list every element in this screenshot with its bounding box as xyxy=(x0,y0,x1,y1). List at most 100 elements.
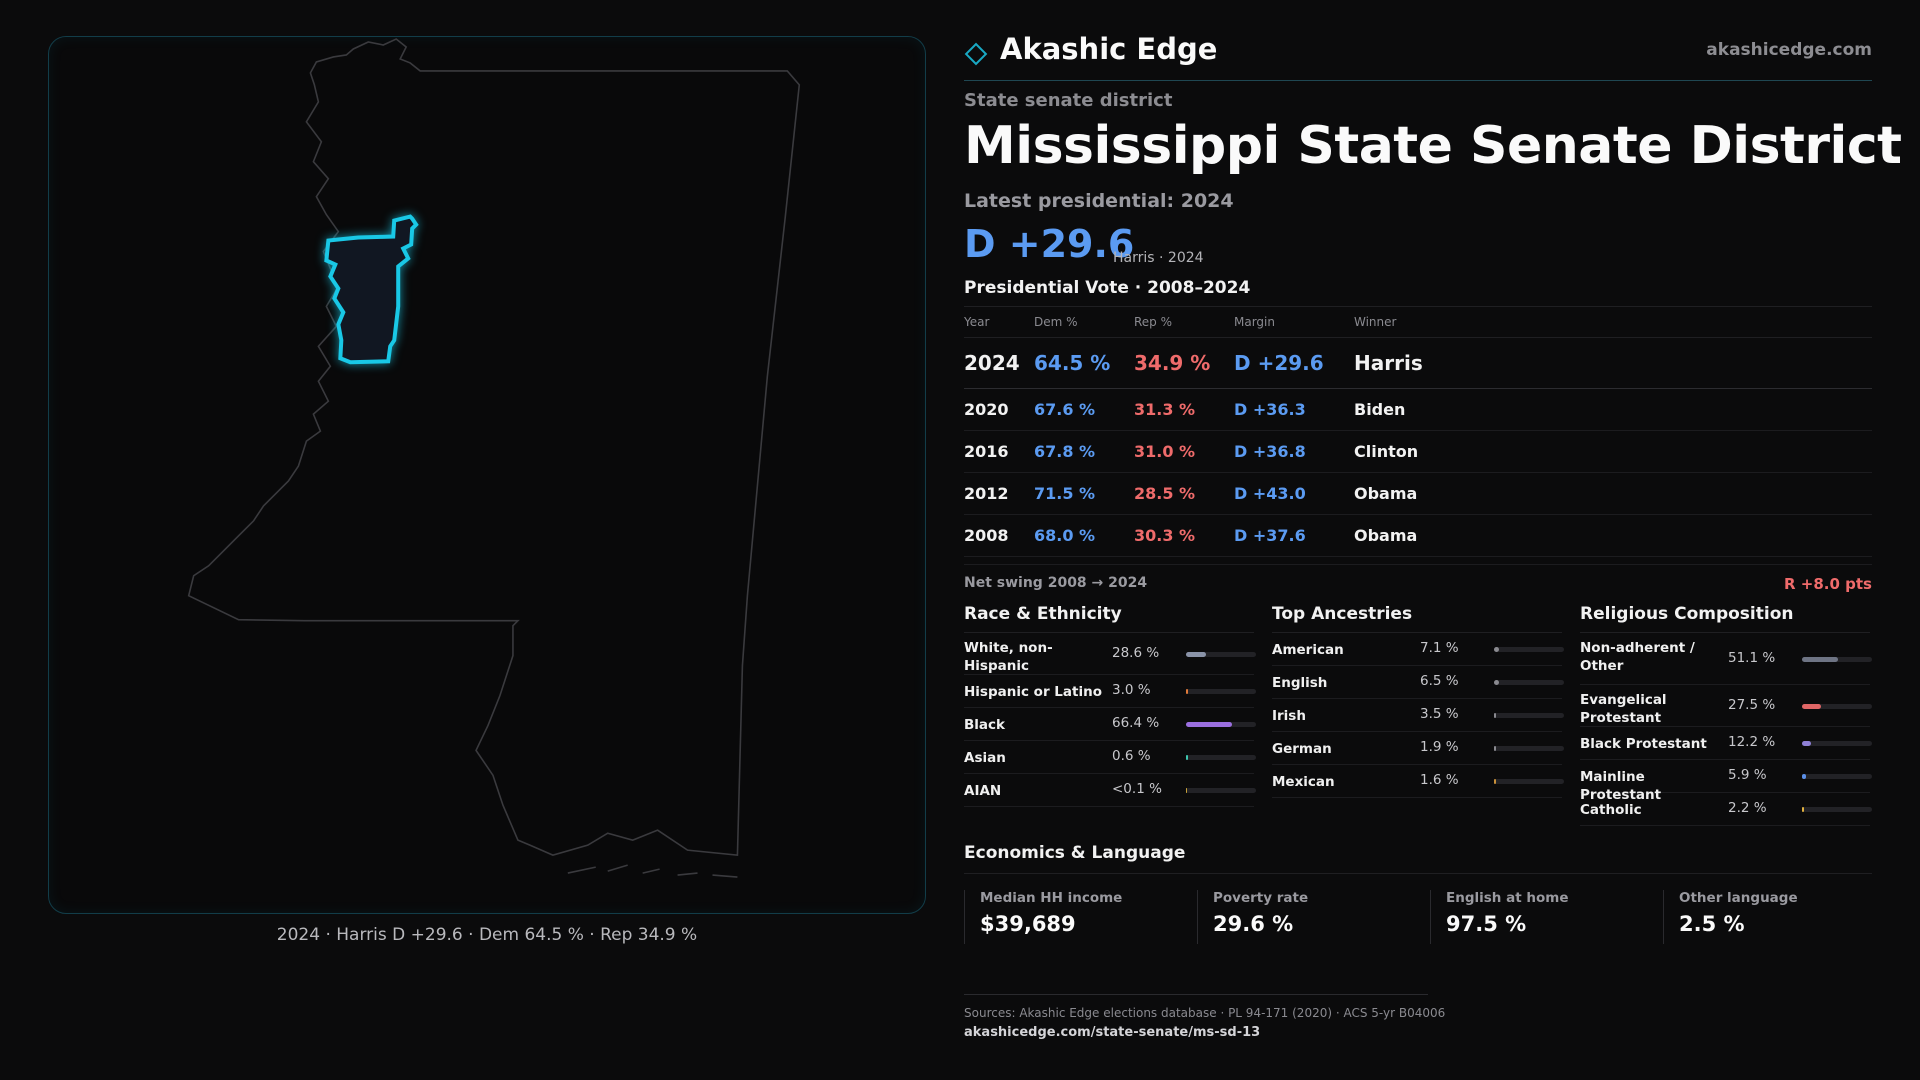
demographic-label: Black Protestant xyxy=(1580,736,1707,752)
race-ethnicity-title: Race & Ethnicity xyxy=(964,600,1254,633)
share-bar-track xyxy=(1802,741,1872,746)
latest-presidential-label: Latest presidential: 2024 xyxy=(964,190,1234,212)
share-bar-track xyxy=(1802,703,1872,709)
econ-card-label: Other language xyxy=(1679,890,1798,906)
share-bar-fill xyxy=(1186,689,1188,694)
religious-composition-list: Non-adherent / Other 51.1 % Evangelical Pr… xyxy=(1580,633,1872,826)
year-cell: 2008 xyxy=(964,514,1034,557)
demographic-label: AIAN xyxy=(964,783,1002,799)
winner-cell: Biden xyxy=(1354,388,1872,431)
share-bar-track xyxy=(1494,680,1564,685)
share-bar-track xyxy=(1186,689,1256,694)
demographic-label: Irish xyxy=(1272,708,1306,724)
econ-card-label: Median HH income xyxy=(980,890,1123,906)
share-bar-fill xyxy=(1494,647,1499,652)
district-map[interactable] xyxy=(48,36,926,914)
share-bar-track xyxy=(1186,788,1256,793)
presidential-vote-table: Year Dem % Rep % Margin Winner 2024 64.5… xyxy=(964,306,1872,557)
dem-cell: 71.5 % xyxy=(1034,472,1134,515)
race-ethnicity-section: Race & Ethnicity White, non-Hispanic 28.6… xyxy=(964,600,1256,807)
demographic-row: Asian 0.6 % xyxy=(964,741,1256,774)
margin-cell: D +29.6 xyxy=(1234,337,1354,389)
demographic-value: 1.6 % xyxy=(1420,772,1459,788)
demographic-label: Evangelical Protestant xyxy=(1580,692,1667,726)
economics-language-title: Economics & Language xyxy=(964,843,1872,874)
table-row: 2020 67.6 % 31.3 % D +36.3 Biden xyxy=(964,388,1872,431)
econ-card-label: Poverty rate xyxy=(1213,890,1309,906)
winner-cell: Obama xyxy=(1354,472,1872,515)
share-bar-fill xyxy=(1186,755,1188,760)
demographic-value: 28.6 % xyxy=(1112,644,1160,661)
share-bar-fill xyxy=(1802,656,1838,662)
demographic-label: Hispanic or Latino xyxy=(964,684,1102,700)
demographic-row: Mexican 1.6 % xyxy=(1272,765,1564,798)
brand-name: Akashic Edge xyxy=(1000,32,1218,66)
district-13-shape[interactable] xyxy=(324,214,419,365)
state-outline-map xyxy=(187,38,801,878)
margin-cell: D +36.3 xyxy=(1234,388,1354,431)
coastline-islands xyxy=(567,864,738,878)
presidential-vote-heading: Presidential Vote · 2008–2024 xyxy=(964,278,1251,298)
demographic-row: Mainline Protestant 5.9 % xyxy=(1580,760,1872,803)
demographic-row: Evangelical Protestant 27.5 % xyxy=(1580,685,1872,727)
rep-cell: 30.3 % xyxy=(1134,514,1234,557)
demographic-label: German xyxy=(1272,741,1332,757)
share-bar-track xyxy=(1186,722,1256,727)
demographic-row: Catholic 2.2 % xyxy=(1580,793,1872,826)
demographic-row: Black 66.4 % xyxy=(964,708,1256,741)
top-ancestries-list: American 7.1 % English 6.5 % Irish 3.5 % Germa… xyxy=(1272,633,1564,798)
demographic-row: White, non-Hispanic 28.6 % xyxy=(964,633,1256,675)
demographic-value: 3.0 % xyxy=(1112,682,1151,698)
column-header-dem: Dem % xyxy=(1034,306,1134,338)
econ-card-other-language: Other language 2.5 % xyxy=(1663,890,1881,944)
map-caption: 2024 · Harris D +29.6 · Dem 64.5 % · Rep… xyxy=(276,925,698,945)
margin-cell: D +43.0 xyxy=(1234,472,1354,515)
year-cell: 2016 xyxy=(964,430,1034,473)
share-bar-fill xyxy=(1494,680,1499,685)
footer-divider xyxy=(964,994,1428,995)
column-header-winner: Winner xyxy=(1354,306,1872,338)
demographic-value: <0.1 % xyxy=(1112,781,1162,797)
net-swing-row: Net swing 2008 → 2024 R +8.0 pts xyxy=(964,564,1872,601)
district-type-label: State senate district xyxy=(964,90,1173,111)
demographic-label: Non-adherent / Other xyxy=(1580,640,1695,674)
share-bar-track xyxy=(1186,755,1256,760)
demographic-row: American 7.1 % xyxy=(1272,633,1564,666)
econ-card-value: 97.5 % xyxy=(1446,912,1527,936)
econ-card-median-income: Median HH income $39,689 xyxy=(964,890,1182,944)
footer-url-link[interactable]: akashicedge.com/state-senate/ms-sd-13 xyxy=(964,1025,1261,1040)
share-bar-track xyxy=(1802,774,1872,779)
econ-card-label: English at home xyxy=(1446,890,1569,906)
margin-cell: D +36.8 xyxy=(1234,430,1354,473)
year-cell: 2020 xyxy=(964,388,1034,431)
share-bar-fill xyxy=(1494,713,1496,718)
demographic-row: Hispanic or Latino 3.0 % xyxy=(964,675,1256,708)
demographic-row: English 6.5 % xyxy=(1272,666,1564,699)
demographic-label: White, non-Hispanic xyxy=(964,640,1053,674)
share-bar-fill xyxy=(1186,788,1187,793)
share-bar-fill xyxy=(1802,807,1804,812)
brand-url-link[interactable]: akashicedge.com xyxy=(1706,40,1872,60)
sources-note: Sources: Akashic Edge elections database… xyxy=(964,1006,1446,1020)
headline-margin: D +29.6 xyxy=(964,222,1135,266)
brand-header: Akashic Edge akashicedge.com xyxy=(964,30,1872,81)
share-bar-fill xyxy=(1186,651,1206,657)
share-bar-fill xyxy=(1494,746,1496,751)
demographic-row: Non-adherent / Other 51.1 % xyxy=(1580,633,1872,685)
top-ancestries-title: Top Ancestries xyxy=(1272,600,1562,633)
econ-card-value: $39,689 xyxy=(980,912,1076,936)
column-header-year: Year xyxy=(964,306,1034,338)
demographic-value: 12.2 % xyxy=(1728,734,1776,750)
demographic-value: 7.1 % xyxy=(1420,640,1459,656)
share-bar-track xyxy=(1802,656,1872,662)
demographic-row: AIAN <0.1 % xyxy=(964,774,1256,807)
share-bar-fill xyxy=(1494,779,1496,784)
share-bar-track xyxy=(1494,779,1564,784)
demographic-value: 5.9 % xyxy=(1728,767,1767,783)
share-bar-fill xyxy=(1802,703,1821,709)
table-header-row: Year Dem % Rep % Margin Winner xyxy=(964,306,1872,338)
rep-cell: 31.3 % xyxy=(1134,388,1234,431)
diamond-logo-icon xyxy=(964,42,988,66)
demographic-value: 51.1 % xyxy=(1728,649,1776,666)
econ-card-english-at-home: English at home 97.5 % xyxy=(1430,890,1648,944)
